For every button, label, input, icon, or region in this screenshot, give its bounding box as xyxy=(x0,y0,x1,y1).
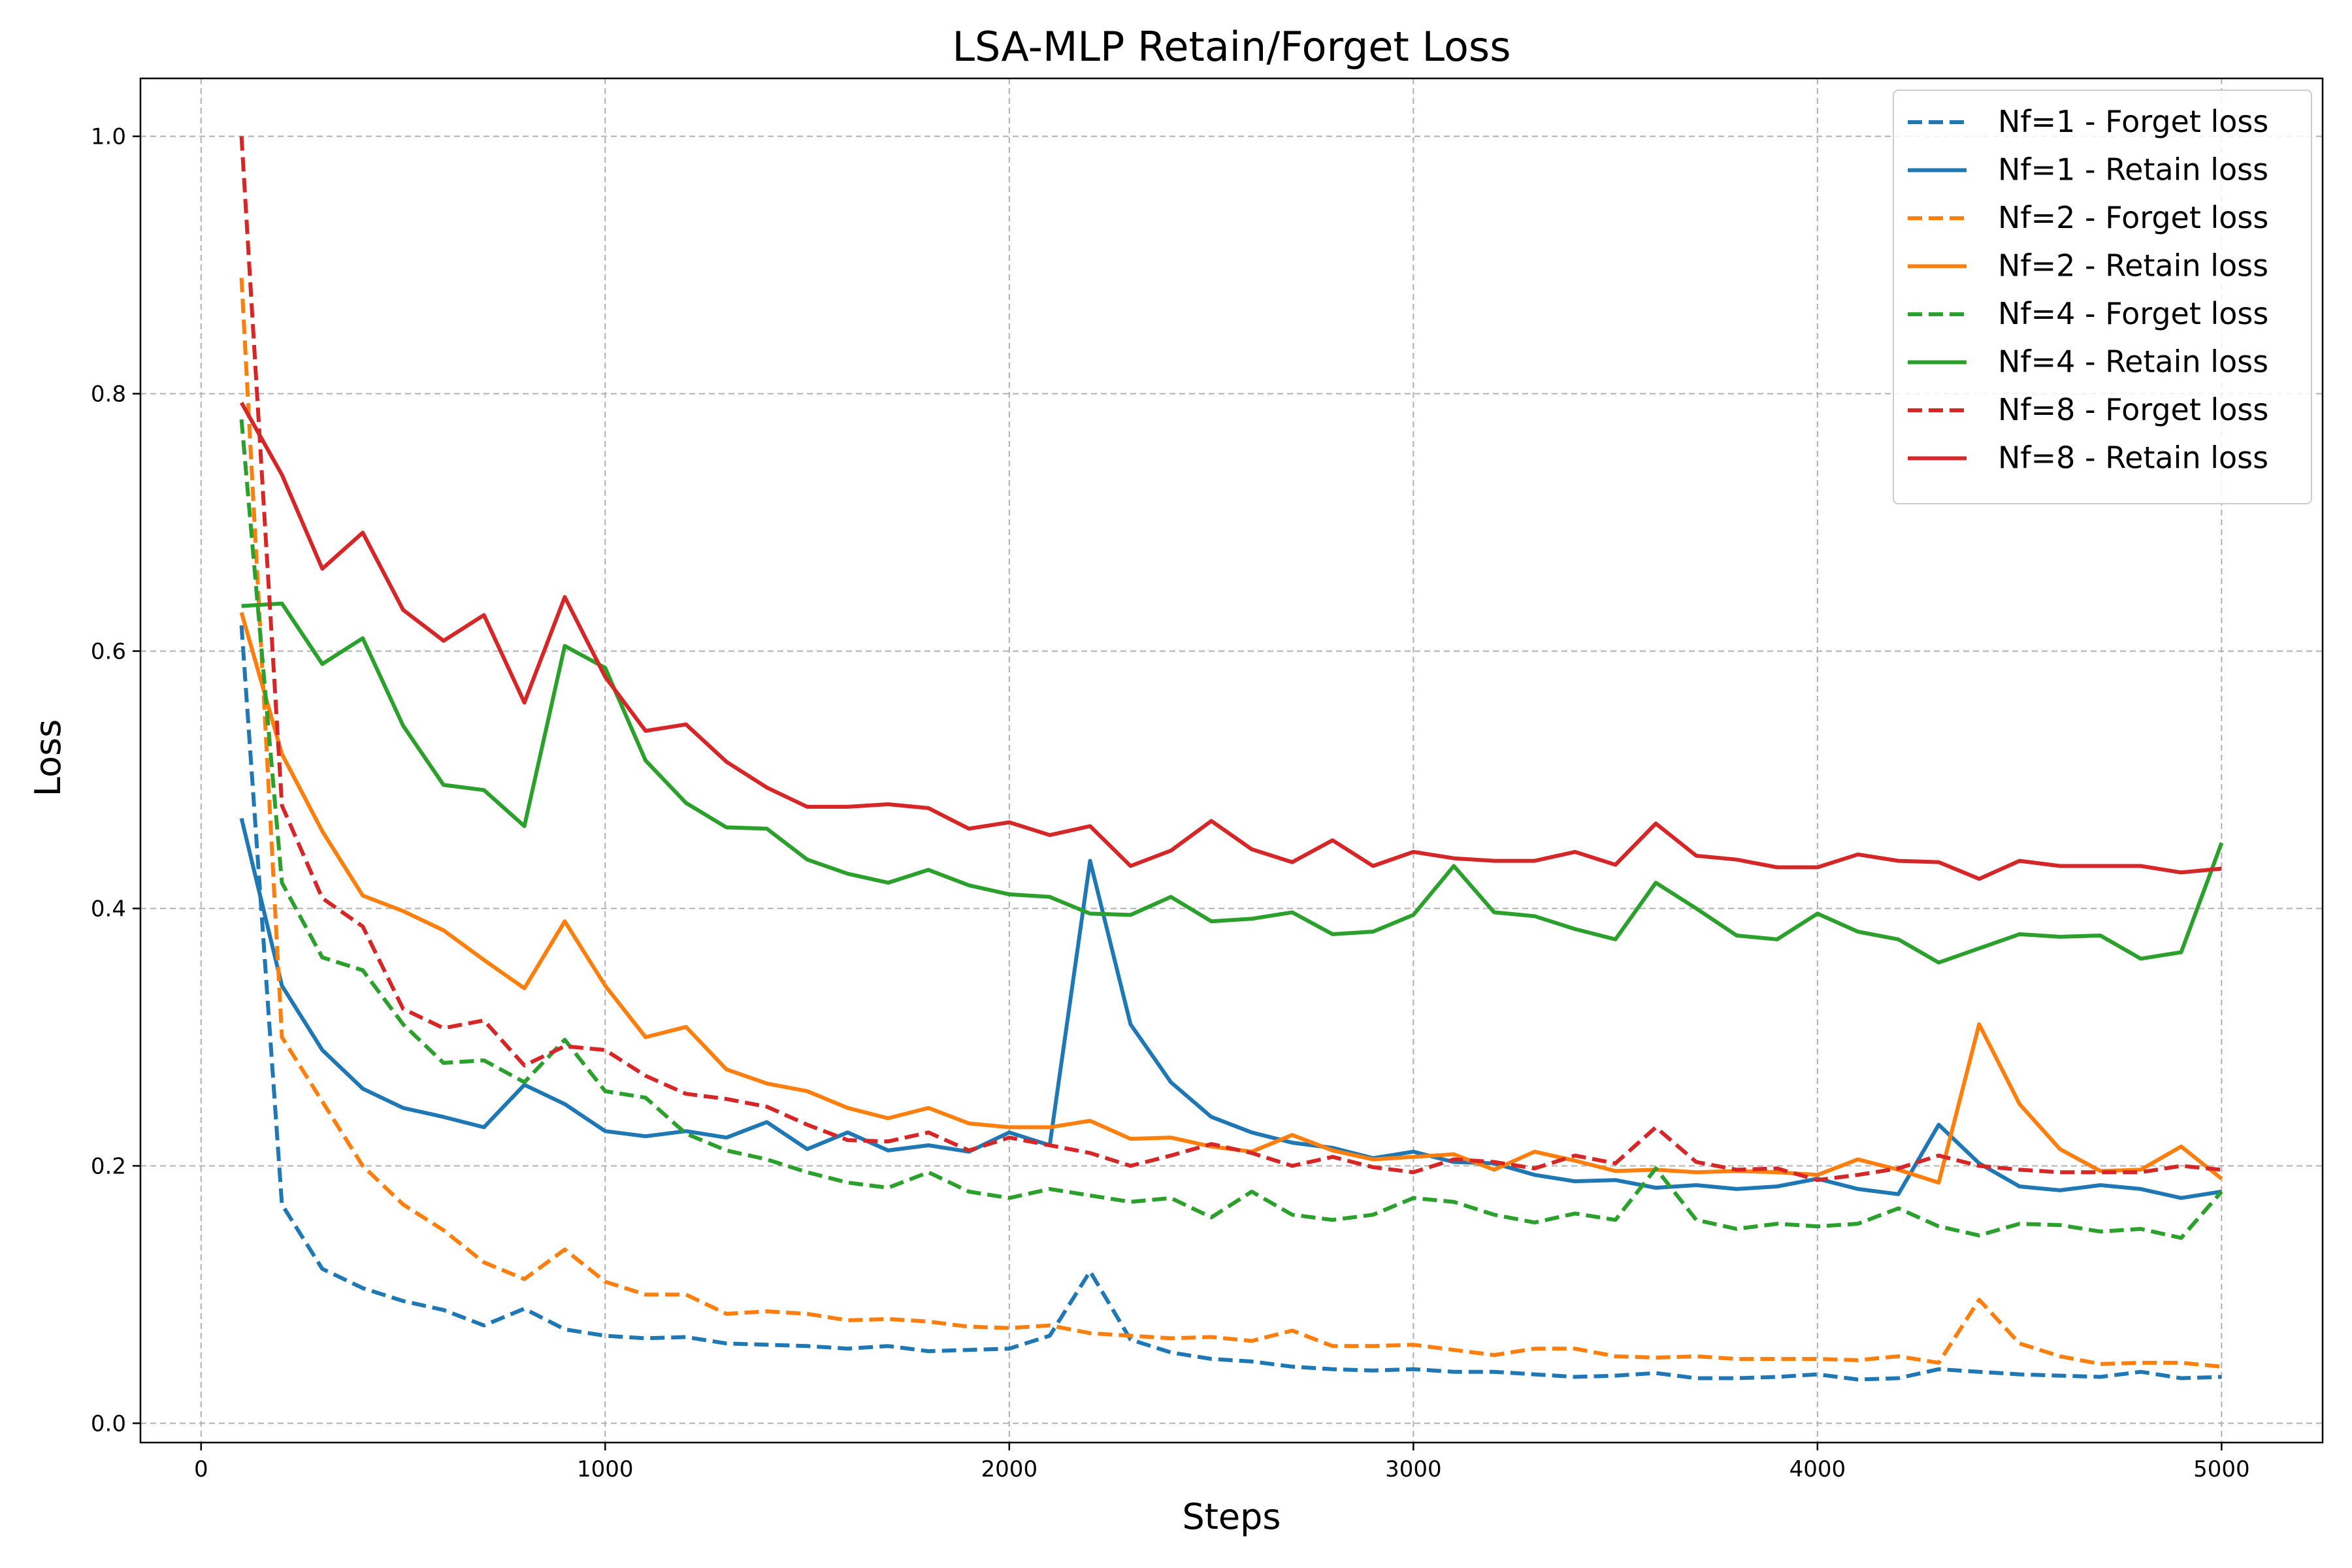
y-tick-label: 0.6 xyxy=(91,639,126,665)
y-axis-label: Loss xyxy=(27,719,69,796)
legend-label: Nf=2 - Retain loss xyxy=(1998,248,2268,284)
x-tick-label: 5000 xyxy=(2193,1456,2250,1482)
series-line-nf-8-forget-loss xyxy=(239,136,2222,1183)
legend-label: Nf=8 - Forget loss xyxy=(1998,392,2268,427)
series-line-nf-4-forget-loss xyxy=(239,419,2223,1240)
legend-label: Nf=4 - Retain loss xyxy=(1998,344,2268,380)
legend-label: Nf=1 - Forget loss xyxy=(1998,104,2268,139)
series-line-nf-4-retain-loss xyxy=(241,601,2224,965)
series-line-nf-2-forget-loss xyxy=(239,278,2222,1369)
series-line-nf-1-retain-loss xyxy=(239,817,2222,1200)
chart-title: LSA-MLP Retain/Forget Loss xyxy=(952,23,1511,71)
y-tick-label: 0.4 xyxy=(91,896,126,923)
series-line-nf-1-forget-loss xyxy=(239,625,2222,1382)
x-axis-label: Steps xyxy=(1182,1496,1281,1537)
series-lines xyxy=(239,136,2224,1382)
x-tick-label: 4000 xyxy=(1789,1456,1846,1482)
x-tick-label: 1000 xyxy=(577,1456,634,1482)
y-tick-label: 0.8 xyxy=(91,382,126,408)
x-tick-label: 3000 xyxy=(1385,1456,1442,1482)
axis-ticks: 0 1000 2000 3000 4000 5000 0.0 0.2 0.4 0.6 0.8 1.0 xyxy=(91,124,2250,1482)
legend-label: Nf=2 - Forget loss xyxy=(1998,200,2268,235)
legend: Nf=1 - Forget loss Nf=1 - Retain loss Nf=2… xyxy=(1893,90,2312,504)
legend-label: Nf=8 - Retain loss xyxy=(1998,440,2268,476)
x-tick-label: 2000 xyxy=(981,1456,1038,1482)
legend-box xyxy=(1893,90,2312,504)
series-line-nf-8-retain-loss xyxy=(239,401,2222,881)
y-tick-label: 0.0 xyxy=(91,1411,126,1437)
y-tick-label: 0.2 xyxy=(91,1153,126,1179)
x-tick-label: 0 xyxy=(194,1456,208,1482)
legend-label: Nf=4 - Forget loss xyxy=(1998,296,2268,331)
legend-label: Nf=1 - Retain loss xyxy=(1998,152,2268,188)
y-tick-label: 1.0 xyxy=(91,124,126,150)
plot-area-frame xyxy=(139,77,2324,1444)
